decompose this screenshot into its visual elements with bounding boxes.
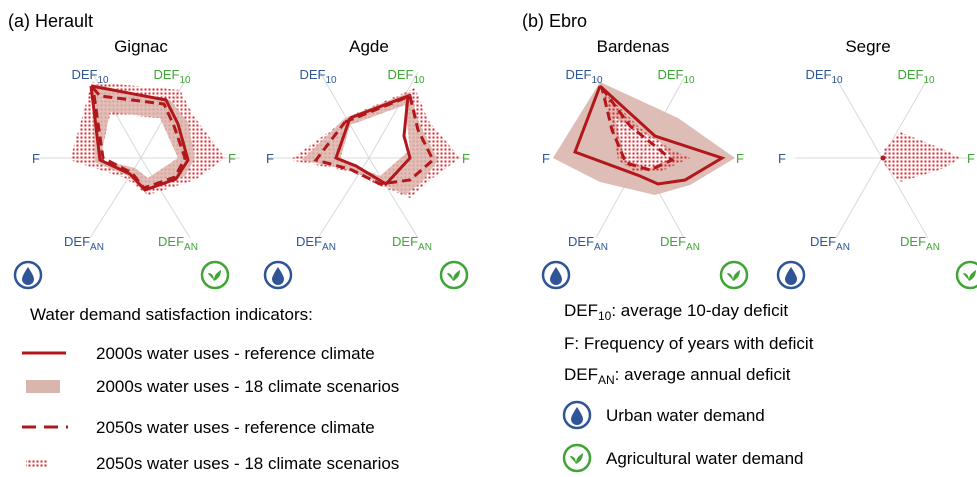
- axis-label-def10-agri: DEF10: [657, 67, 695, 86]
- spoke-line: [368, 71, 419, 159]
- axis-label-defan-agri: DEFAN: [158, 234, 198, 253]
- axis-label-def10-urban: DEF10: [71, 67, 109, 86]
- line-2000s-reference: [880, 155, 886, 161]
- line-2000s-reference: [573, 84, 726, 186]
- line-2050s-reference: [313, 93, 435, 186]
- axis-label-f-agri: F: [967, 151, 975, 166]
- spoke-line: [835, 77, 883, 159]
- axis-label-f-agri: F: [736, 151, 744, 166]
- range-2000s: [92, 84, 195, 192]
- range-2000s: [302, 92, 438, 195]
- legend-swatch-2000s-scenarios: [26, 380, 60, 393]
- panel-title-herault: (a) Herault: [8, 11, 93, 31]
- axis-label-defan-urban: DEFAN: [810, 234, 850, 253]
- range-2050s: [602, 90, 690, 172]
- axis-label-defan-urban: DEFAN: [64, 234, 104, 253]
- water-drop-icon: [263, 260, 293, 290]
- definition-def10: DEF10: average 10-day deficit: [564, 301, 788, 323]
- axis-label-def10-urban: DEF10: [805, 67, 843, 86]
- leaf-icon: [562, 443, 592, 473]
- axis-label-f-urban: F: [778, 151, 786, 166]
- axis-label-f-agri: F: [228, 151, 236, 166]
- axis-label-f-urban: F: [266, 151, 274, 166]
- spoke-line: [881, 157, 929, 239]
- spoke-line: [140, 157, 191, 239]
- radar-gignac: [40, 71, 240, 239]
- legend-item-2000s-reference: 2000s water uses - reference climate: [96, 344, 375, 363]
- axis-label-def10-agri: DEF10: [387, 67, 425, 86]
- axis-label-def10-urban: DEF10: [565, 67, 603, 86]
- legend-swatch-2050s-scenarios: [26, 459, 48, 468]
- axis-label-f-urban: F: [32, 151, 40, 166]
- radar-agde: [268, 71, 468, 239]
- spoke-line: [368, 157, 419, 239]
- legend-title: Water demand satisfaction indicators:: [30, 305, 313, 324]
- axis-label-def10-urban: DEF10: [299, 67, 337, 86]
- axis-label-defan-agri: DEFAN: [392, 234, 432, 253]
- leaf-icon: [439, 260, 469, 290]
- site-title-bardenas: Bardenas: [597, 37, 670, 56]
- site-title-segre: Segre: [845, 37, 890, 56]
- water-drop-icon: [562, 400, 592, 430]
- definition-agri: Agricultural water demand: [606, 449, 803, 468]
- spoke-line: [319, 71, 370, 159]
- definition-urban: Urban water demand: [606, 406, 765, 425]
- line-2000s-reference: [89, 84, 190, 192]
- range-2050s: [884, 132, 960, 182]
- axis-label-defan-agri: DEFAN: [660, 234, 700, 253]
- range-2000s: [553, 82, 735, 195]
- legend-item-2000s-scenarios: 2000s water uses - 18 climate scenarios: [96, 377, 399, 396]
- site-title-gignac: Gignac: [114, 37, 168, 56]
- line-2050s-reference: [600, 87, 675, 172]
- axis-label-defan-agri: DEFAN: [900, 234, 940, 253]
- spoke-line: [835, 157, 883, 239]
- water-drop-icon: [776, 260, 806, 290]
- axis-label-f-agri: F: [462, 151, 470, 166]
- panel-title-ebro: (b) Ebro: [522, 11, 587, 31]
- legend-item-2050s-reference: 2050s water uses - reference climate: [96, 418, 375, 437]
- leaf-icon: [955, 260, 977, 290]
- radar-segre: [795, 77, 968, 239]
- line-2000s-reference: [334, 93, 412, 186]
- axis-label-defan-urban: DEFAN: [568, 234, 608, 253]
- definition-f: F: Frequency of years with deficit: [564, 334, 814, 353]
- site-title-agde: Agde: [349, 37, 389, 56]
- axis-label-f-urban: F: [542, 151, 550, 166]
- water-drop-icon: [541, 260, 571, 290]
- leaf-icon: [719, 260, 749, 290]
- axis-label-def10-agri: DEF10: [153, 67, 191, 86]
- leaf-icon: [200, 260, 230, 290]
- line-2050s-reference: [91, 87, 187, 190]
- water-drop-icon: [13, 260, 43, 290]
- axis-label-def10-agri: DEF10: [897, 67, 935, 86]
- definition-defan: DEFAN: average annual deficit: [564, 365, 791, 387]
- axis-label-defan-urban: DEFAN: [296, 234, 336, 253]
- radar-bardenas: [553, 77, 735, 239]
- legend-item-2050s-scenarios: 2050s water uses - 18 climate scenarios: [96, 454, 399, 473]
